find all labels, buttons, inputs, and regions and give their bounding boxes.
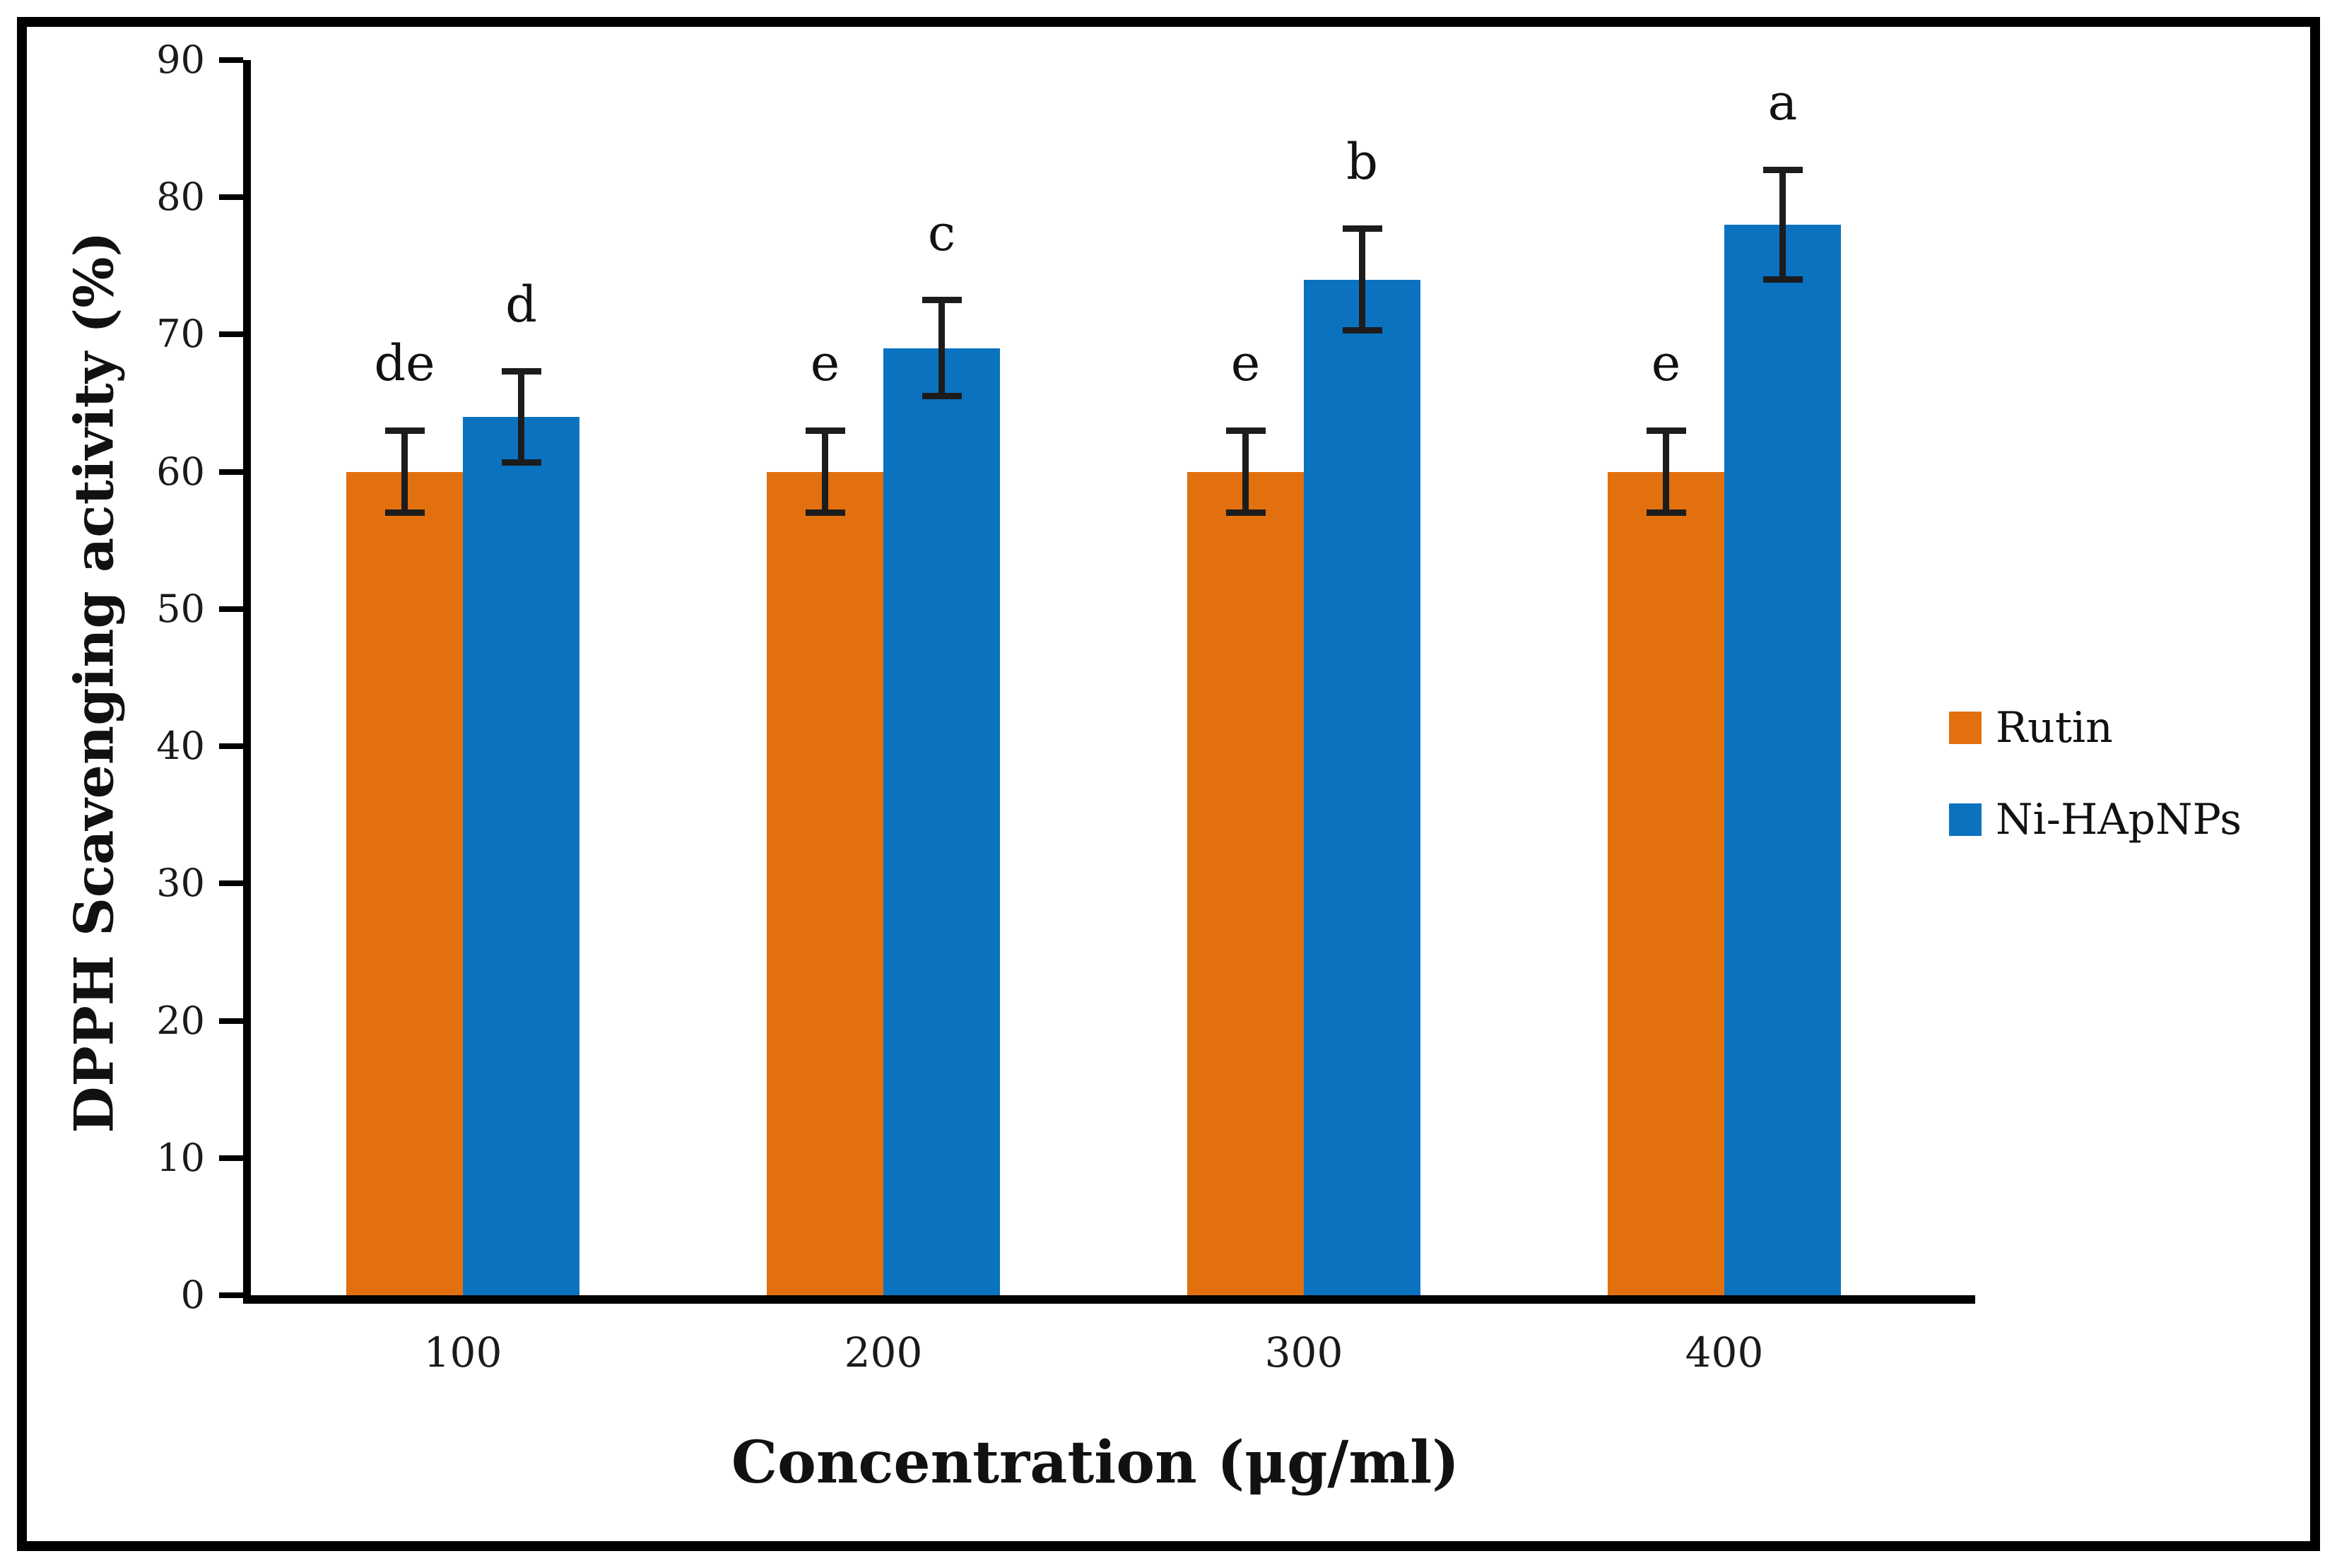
- y-tick-mark: [219, 1292, 243, 1298]
- y-tick-label: 50: [156, 586, 205, 631]
- error-bar-cap-bottom: [1646, 509, 1686, 517]
- error-bar-cap-top: [501, 368, 541, 375]
- y-tick-label: 80: [156, 175, 205, 220]
- figure-border-frame: [17, 17, 2320, 1551]
- bar-rutin: [346, 471, 463, 1295]
- x-tick-label: 400: [1685, 1328, 1764, 1377]
- error-bar-cap-bottom: [922, 393, 962, 400]
- bar-rutin: [1187, 471, 1304, 1295]
- significance-letter: a: [1767, 73, 1798, 132]
- significance-letter: e: [1651, 334, 1681, 393]
- y-tick-mark: [219, 743, 243, 750]
- x-tick-label: 300: [1264, 1328, 1343, 1377]
- significance-letter: d: [505, 275, 537, 334]
- bar-ni-hapnps: [883, 348, 1000, 1295]
- legend-item-rutin: Rutin: [1949, 703, 2242, 753]
- significance-letter: c: [927, 204, 956, 262]
- y-tick-label: 90: [156, 37, 205, 82]
- error-bar-cap-top: [1762, 166, 1803, 173]
- y-axis-title: DPPH Scavenging activity (%): [62, 231, 126, 1133]
- error-bar-cap-bottom: [805, 509, 845, 517]
- y-tick-label: 30: [156, 861, 205, 906]
- significance-letter: e: [1230, 334, 1261, 393]
- bar-ni-hapnps: [1724, 225, 1841, 1295]
- error-bar-whisker: [1359, 228, 1365, 331]
- bar-ni-hapnps: [1304, 279, 1420, 1295]
- bar-rutin: [767, 471, 883, 1295]
- significance-letter: b: [1346, 132, 1378, 191]
- legend-item-ni-hapnps: Ni-HApNPs: [1949, 795, 2242, 844]
- y-tick-mark: [219, 880, 243, 887]
- error-bar-cap-top: [384, 427, 425, 434]
- error-bar-cap-top: [1342, 225, 1382, 232]
- error-bar-cap-bottom: [1762, 276, 1803, 283]
- error-bar-whisker: [518, 371, 524, 463]
- y-tick-mark: [219, 194, 243, 201]
- bar-rutin: [1608, 471, 1724, 1295]
- y-axis-title-wrap: DPPH Scavenging activity (%): [41, 85, 147, 1279]
- error-bar-whisker: [822, 430, 828, 513]
- legend-label-ni-hapnps: Ni-HApNPs: [1996, 795, 2242, 844]
- x-tick-label: 100: [423, 1328, 502, 1377]
- error-bar-cap-bottom: [1225, 509, 1266, 517]
- error-bar-whisker: [1663, 430, 1669, 513]
- y-tick-label: 0: [180, 1273, 205, 1317]
- y-tick-mark: [219, 468, 243, 475]
- significance-letter: e: [810, 334, 840, 393]
- legend-label-rutin: Rutin: [1996, 703, 2113, 753]
- error-bar-cap-top: [1646, 427, 1686, 434]
- y-tick-mark: [219, 606, 243, 612]
- error-bar-cap-top: [805, 427, 845, 434]
- error-bar-cap-bottom: [501, 459, 541, 466]
- y-tick-label: 60: [156, 449, 205, 494]
- legend-swatch-ni-hapnps: [1949, 803, 1982, 836]
- y-tick-label: 10: [156, 1135, 205, 1180]
- error-bar-cap-bottom: [384, 509, 425, 517]
- y-tick-label: 40: [156, 724, 205, 769]
- y-tick-mark: [219, 1018, 243, 1024]
- significance-letter: de: [374, 334, 435, 393]
- legend: Rutin Ni-HApNPs: [1949, 703, 2242, 892]
- error-bar-cap-top: [922, 297, 962, 304]
- y-axis-line: [243, 60, 251, 1295]
- x-axis-title: Concentration (μg/ml): [731, 1429, 1460, 1497]
- error-bar-whisker: [1779, 170, 1786, 280]
- x-tick-label: 200: [844, 1328, 923, 1377]
- legend-swatch-rutin: [1949, 712, 1982, 744]
- y-tick-mark: [219, 331, 243, 338]
- error-bar-whisker: [938, 300, 945, 396]
- y-tick-mark: [219, 57, 243, 63]
- y-tick-mark: [219, 1155, 243, 1161]
- error-bar-whisker: [1242, 430, 1249, 513]
- error-bar-cap-top: [1225, 427, 1266, 434]
- y-tick-label: 20: [156, 998, 205, 1043]
- bar-ni-hapnps: [463, 416, 579, 1295]
- x-axis-line: [243, 1295, 1975, 1304]
- error-bar-cap-bottom: [1342, 327, 1382, 334]
- error-bar-whisker: [401, 430, 408, 513]
- y-tick-label: 70: [156, 312, 205, 357]
